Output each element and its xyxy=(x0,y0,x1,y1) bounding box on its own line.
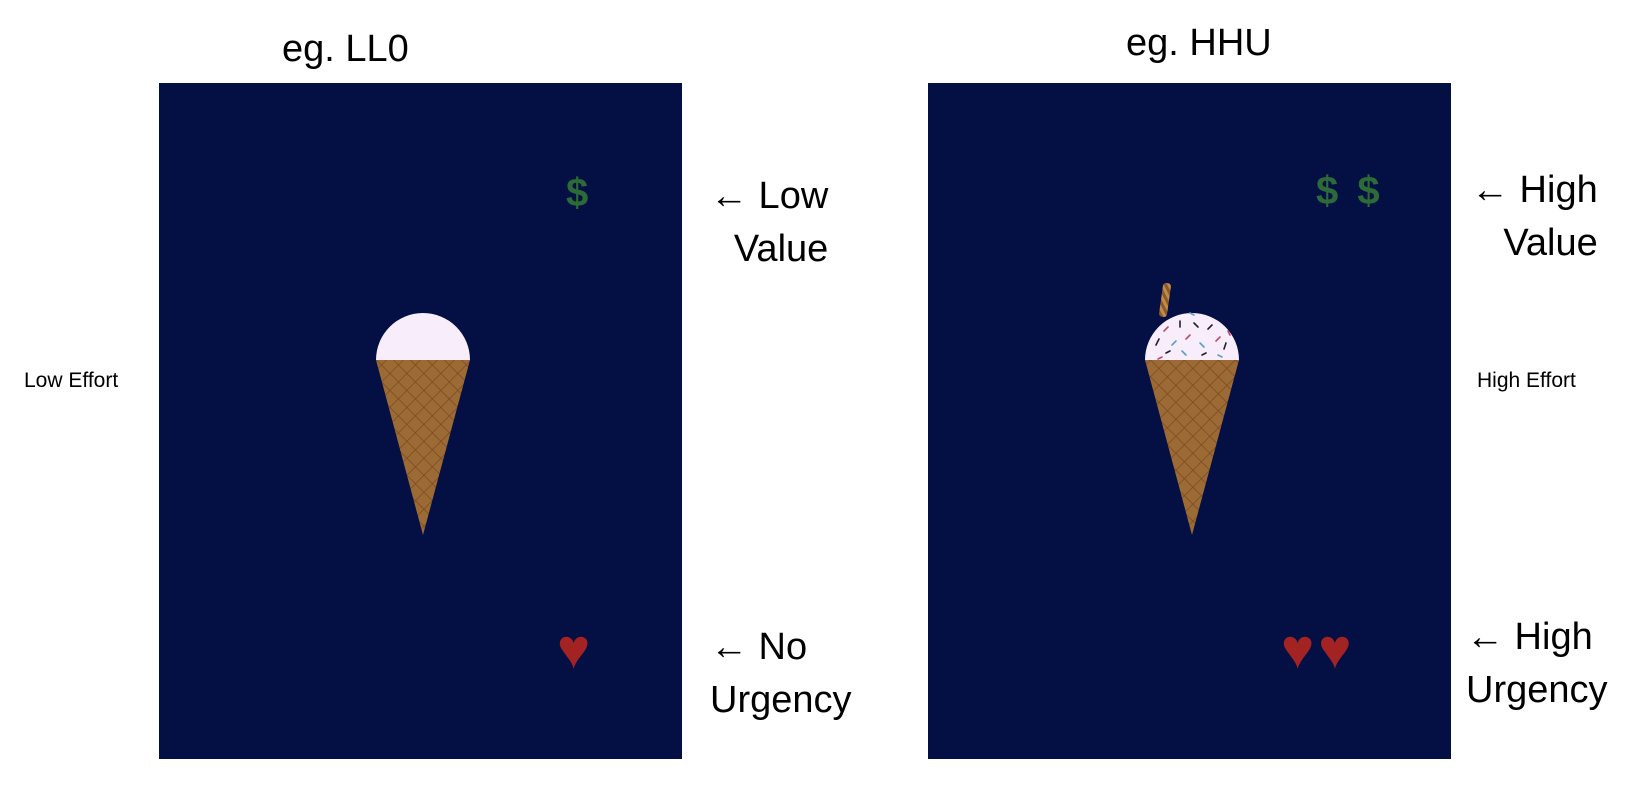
left-effort-label: Low Effort xyxy=(24,369,119,392)
right-urgency-label-line1: ← High xyxy=(1466,616,1593,658)
right-urgency-annotation: ← High Urgency xyxy=(1466,611,1608,717)
left-panel: $ ♥ xyxy=(159,83,682,759)
right-panel: $ $ xyxy=(928,83,1451,759)
right-value-label-line1: ← High xyxy=(1471,169,1598,211)
right-value-annotation: ← High Value xyxy=(1471,164,1598,270)
left-urgency-label-line1: ← No xyxy=(710,626,808,668)
right-urgency-symbol: ♥♥ xyxy=(1281,617,1356,680)
right-value-symbol: $ $ xyxy=(1316,169,1384,213)
left-ice-cream-icon xyxy=(376,313,470,535)
right-ice-cream-icon xyxy=(1145,282,1239,535)
right-urgency-label-line2: Urgency xyxy=(1466,669,1608,711)
left-value-symbol: $ xyxy=(566,171,593,215)
left-value-annotation: ← Low Value xyxy=(710,170,828,276)
right-value-label-line2: Value xyxy=(1503,222,1598,264)
left-value-label-line2: Value xyxy=(733,228,829,270)
left-urgency-annotation: ← No Urgency xyxy=(710,621,852,727)
left-title: eg. LL0 xyxy=(282,28,409,70)
left-urgency-label-line2: Urgency xyxy=(710,679,852,721)
left-urgency-symbol: ♥ xyxy=(557,617,591,680)
right-effort-label: High Effort xyxy=(1477,369,1576,392)
right-title: eg. HHU xyxy=(1126,22,1272,64)
left-value-label-line1: ← Low xyxy=(710,175,829,217)
